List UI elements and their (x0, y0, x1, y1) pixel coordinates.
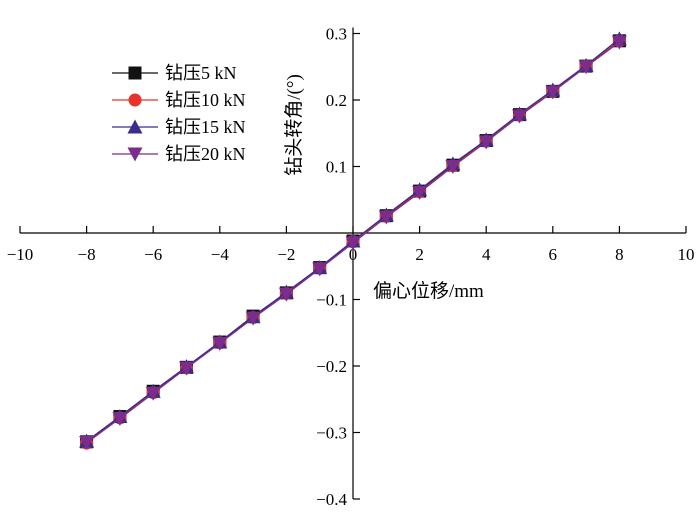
legend-marker (127, 119, 143, 134)
data-point (512, 109, 527, 124)
data-point (478, 135, 494, 150)
data-point (378, 210, 394, 225)
y-tick-label: −0.2 (316, 357, 347, 376)
x-tick-label: 4 (482, 245, 491, 264)
axes: −10 −8 −6 −4 −2 0 2 4 6 8 10 −0.4 −0.3 −0.2 −0.1 0.1 0.2… (7, 25, 695, 510)
x-tick-label: 8 (615, 245, 624, 264)
legend: 钻压5 kN 钻压10 kN 钻压15 kN 钻压20 kN (112, 63, 246, 164)
series-4 (79, 35, 627, 450)
legend-item: 钻压20 kN (112, 144, 246, 164)
x-tick-label: −10 (7, 245, 34, 264)
legend-marker (127, 147, 143, 162)
legend-marker (128, 66, 142, 80)
x-tick-label: −6 (144, 245, 162, 264)
y-tick-label: −0.1 (316, 291, 347, 310)
x-axis-title: 偏心位移/mm (373, 280, 484, 302)
legend-label: 钻压5 kN (165, 63, 237, 83)
data-point (212, 336, 228, 351)
x-tick-label: −2 (277, 245, 295, 264)
x-tick-label: 0 (349, 245, 358, 264)
x-tick-label: 6 (549, 245, 558, 264)
data-point (79, 435, 95, 450)
data-point (312, 262, 328, 277)
data-point (145, 386, 161, 401)
y-tick-label: −0.4 (316, 490, 347, 507)
legend-label: 钻压15 kN (165, 117, 246, 137)
x-tick-label: 10 (678, 245, 695, 264)
x-tick-label: −4 (211, 245, 230, 264)
x-tick-label: −8 (78, 245, 96, 264)
y-tick-label: −0.3 (316, 424, 347, 443)
data-point (578, 60, 594, 75)
legend-item: 钻压5 kN (112, 63, 237, 83)
y-tick-label: 0.3 (326, 25, 347, 44)
legend-label: 钻压20 kN (165, 144, 246, 164)
data-point (412, 185, 428, 200)
data-point (445, 160, 461, 174)
data-point (345, 236, 361, 251)
legend-label: 钻压10 kN (165, 90, 246, 110)
data-point (179, 361, 194, 376)
data-point (545, 85, 561, 100)
series-layer (79, 31, 627, 450)
data-point (112, 412, 128, 427)
y-tick-label: 0.1 (326, 158, 347, 177)
data-point (245, 311, 261, 326)
legend-item: 钻压10 kN (112, 90, 246, 110)
y-axis-title: 钻头转角/(°) (283, 74, 305, 176)
legend-marker (128, 93, 142, 107)
data-point (278, 287, 294, 302)
data-point (611, 35, 627, 50)
x-tick-label: 2 (415, 245, 424, 264)
legend-item: 钻压15 kN (112, 117, 246, 137)
y-tick-label: 0.2 (326, 91, 347, 110)
